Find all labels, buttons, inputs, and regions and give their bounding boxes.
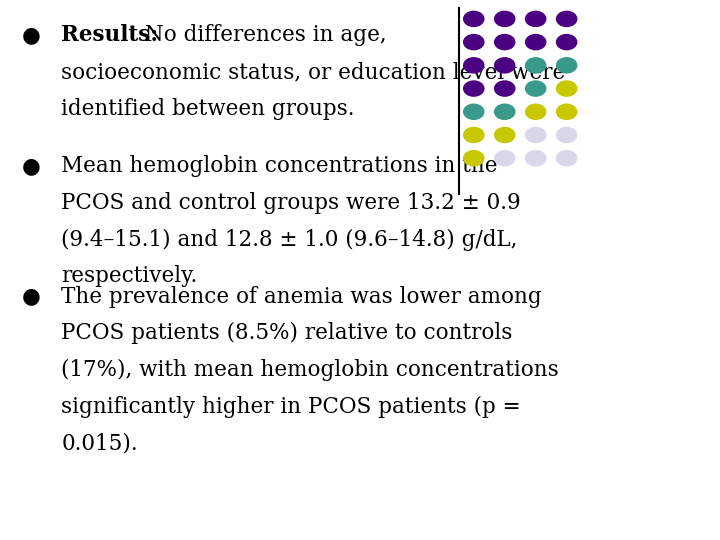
Circle shape [526,81,546,96]
Circle shape [526,35,546,50]
Text: PCOS and control groups were 13.2 ± 0.9: PCOS and control groups were 13.2 ± 0.9 [61,192,521,214]
Circle shape [557,58,577,73]
Circle shape [557,35,577,50]
Text: ●: ● [22,24,40,46]
Circle shape [495,151,515,166]
Circle shape [464,58,484,73]
Circle shape [464,151,484,166]
Circle shape [495,127,515,143]
Text: ●: ● [22,155,40,177]
Circle shape [557,81,577,96]
Text: socioeconomic status, or education level were: socioeconomic status, or education level… [61,61,565,83]
Circle shape [526,104,546,119]
Text: PCOS patients (8.5%) relative to controls: PCOS patients (8.5%) relative to control… [61,322,513,345]
Text: Results:: Results: [61,24,158,46]
Circle shape [557,11,577,26]
Circle shape [464,81,484,96]
Text: ●: ● [22,286,40,308]
Circle shape [464,104,484,119]
Text: No differences in age,: No differences in age, [138,24,386,46]
Text: respectively.: respectively. [61,265,197,287]
Circle shape [526,151,546,166]
Circle shape [495,35,515,50]
Text: 0.015).: 0.015). [61,433,138,455]
Text: (9.4–15.1) and 12.8 ± 1.0 (9.6–14.8) g/dL,: (9.4–15.1) and 12.8 ± 1.0 (9.6–14.8) g/d… [61,228,518,251]
Text: (17%), with mean hemoglobin concentrations: (17%), with mean hemoglobin concentratio… [61,359,559,381]
Circle shape [495,58,515,73]
Text: The prevalence of anemia was lower among: The prevalence of anemia was lower among [61,286,542,308]
Circle shape [526,127,546,143]
Circle shape [557,104,577,119]
Circle shape [526,11,546,26]
Circle shape [464,11,484,26]
Circle shape [495,81,515,96]
Circle shape [557,151,577,166]
Text: significantly higher in PCOS patients (p =: significantly higher in PCOS patients (p… [61,396,521,418]
Circle shape [526,58,546,73]
Circle shape [495,104,515,119]
Circle shape [464,35,484,50]
Text: identified between groups.: identified between groups. [61,98,355,120]
Text: Mean hemoglobin concentrations in the: Mean hemoglobin concentrations in the [61,155,498,177]
Circle shape [557,127,577,143]
Circle shape [464,127,484,143]
Circle shape [495,11,515,26]
